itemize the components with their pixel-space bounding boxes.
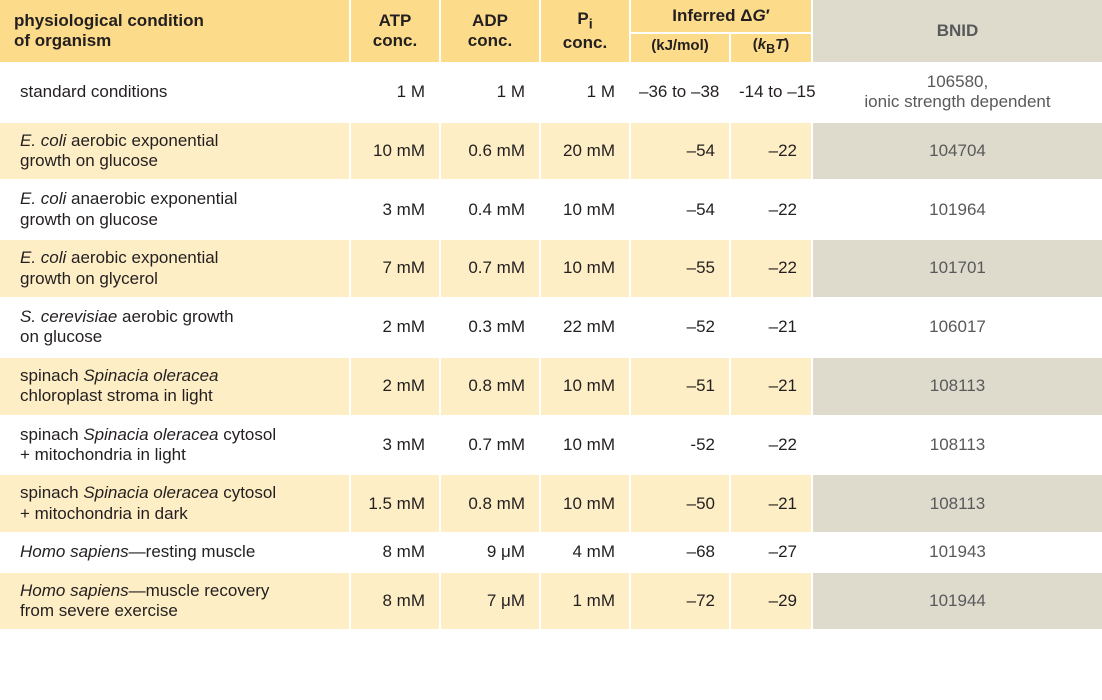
header-text: ATP bbox=[379, 11, 412, 30]
cell-atp: 2 mM bbox=[350, 298, 440, 357]
cell-condition: E. coli anaerobic exponentialgrowth on g… bbox=[0, 180, 350, 239]
cell-atp: 8 mM bbox=[350, 572, 440, 631]
cell-pi: 10 mM bbox=[540, 180, 630, 239]
cell-atp: 1 M bbox=[350, 63, 440, 122]
header-text: of organism bbox=[14, 31, 111, 50]
cell-kj: –54 bbox=[630, 180, 730, 239]
cell-bnid: 104704 bbox=[812, 122, 1102, 181]
cell-bnid: 101943 bbox=[812, 533, 1102, 571]
cell-atp: 2 mM bbox=[350, 357, 440, 416]
cell-pi: 10 mM bbox=[540, 357, 630, 416]
cell-adp: 0.3 mM bbox=[440, 298, 540, 357]
col-subheader-kbt: (kBT) bbox=[730, 33, 812, 63]
cell-adp: 7 μM bbox=[440, 572, 540, 631]
table-row: spinach Spinacia oleraceachloroplast str… bbox=[0, 357, 1102, 416]
cell-pi: 1 mM bbox=[540, 572, 630, 631]
cell-kbt: –22 bbox=[730, 416, 812, 475]
cell-pi: 10 mM bbox=[540, 239, 630, 298]
cell-bnid: 108113 bbox=[812, 357, 1102, 416]
cell-condition: S. cerevisiae aerobic growthon glucose bbox=[0, 298, 350, 357]
cell-bnid: 101944 bbox=[812, 572, 1102, 631]
cell-kj: –68 bbox=[630, 533, 730, 571]
cell-adp: 9 μM bbox=[440, 533, 540, 571]
cell-condition: spinach Spinacia oleracea cytosol+ mitoc… bbox=[0, 474, 350, 533]
cell-adp: 0.4 mM bbox=[440, 180, 540, 239]
table-head: physiological condition of organism ATP … bbox=[0, 0, 1102, 63]
cell-pi: 22 mM bbox=[540, 298, 630, 357]
cell-condition: spinach Spinacia oleraceachloroplast str… bbox=[0, 357, 350, 416]
cell-atp: 3 mM bbox=[350, 180, 440, 239]
cell-kbt: –27 bbox=[730, 533, 812, 571]
cell-kbt: –21 bbox=[730, 357, 812, 416]
cell-atp: 10 mM bbox=[350, 122, 440, 181]
cell-kbt: –21 bbox=[730, 474, 812, 533]
table-row: Homo sapiens—muscle recoveryfrom severe … bbox=[0, 572, 1102, 631]
cell-adp: 1 M bbox=[440, 63, 540, 122]
table-row: Homo sapiens—resting muscle8 mM9 μM4 mM–… bbox=[0, 533, 1102, 571]
table-row: S. cerevisiae aerobic growthon glucose2 … bbox=[0, 298, 1102, 357]
cell-condition: Homo sapiens—resting muscle bbox=[0, 533, 350, 571]
col-header-dg: Inferred ΔG′ bbox=[630, 0, 812, 33]
col-header-condition: physiological condition of organism bbox=[0, 0, 350, 63]
cell-kj: –54 bbox=[630, 122, 730, 181]
cell-kbt: -14 to –15 bbox=[730, 63, 812, 122]
cell-bnid: 101964 bbox=[812, 180, 1102, 239]
cell-condition: spinach Spinacia oleracea cytosol+ mitoc… bbox=[0, 416, 350, 475]
cell-kj: –72 bbox=[630, 572, 730, 631]
cell-bnid: 106017 bbox=[812, 298, 1102, 357]
cell-kbt: –21 bbox=[730, 298, 812, 357]
cell-bnid: 108113 bbox=[812, 416, 1102, 475]
cell-kj: –36 to –38 bbox=[630, 63, 730, 122]
cell-atp: 1.5 mM bbox=[350, 474, 440, 533]
cell-pi: 4 mM bbox=[540, 533, 630, 571]
cell-adp: 0.8 mM bbox=[440, 474, 540, 533]
header-text: conc. bbox=[373, 31, 417, 50]
cell-atp: 7 mM bbox=[350, 239, 440, 298]
table-row: E. coli aerobic exponentialgrowth on glu… bbox=[0, 122, 1102, 181]
col-header-atp: ATP conc. bbox=[350, 0, 440, 63]
cell-atp: 3 mM bbox=[350, 416, 440, 475]
atp-table: physiological condition of organism ATP … bbox=[0, 0, 1102, 631]
cell-adp: 0.8 mM bbox=[440, 357, 540, 416]
cell-kj: –55 bbox=[630, 239, 730, 298]
cell-kbt: –29 bbox=[730, 572, 812, 631]
header-text: physiological condition bbox=[14, 11, 204, 30]
cell-kj: –50 bbox=[630, 474, 730, 533]
table-row: E. coli anaerobic exponentialgrowth on g… bbox=[0, 180, 1102, 239]
table-row: standard conditions1 M1 M1 M–36 to –38-1… bbox=[0, 63, 1102, 122]
col-header-bnid: BNID bbox=[812, 0, 1102, 63]
cell-kj: -52 bbox=[630, 416, 730, 475]
col-header-pi: Piconc. bbox=[540, 0, 630, 63]
cell-condition: E. coli aerobic exponentialgrowth on glu… bbox=[0, 122, 350, 181]
cell-kbt: –22 bbox=[730, 239, 812, 298]
cell-adp: 0.6 mM bbox=[440, 122, 540, 181]
col-subheader-kj: (kJ/mol) bbox=[630, 33, 730, 63]
header-text: ADP bbox=[472, 11, 508, 30]
header-text: conc. bbox=[468, 31, 512, 50]
table-row: E. coli aerobic exponentialgrowth on gly… bbox=[0, 239, 1102, 298]
cell-pi: 20 mM bbox=[540, 122, 630, 181]
table-body: standard conditions1 M1 M1 M–36 to –38-1… bbox=[0, 63, 1102, 630]
cell-atp: 8 mM bbox=[350, 533, 440, 571]
cell-bnid: 106580,ionic strength dependent bbox=[812, 63, 1102, 122]
cell-adp: 0.7 mM bbox=[440, 416, 540, 475]
cell-condition: Homo sapiens—muscle recoveryfrom severe … bbox=[0, 572, 350, 631]
cell-pi: 10 mM bbox=[540, 416, 630, 475]
col-header-adp: ADP conc. bbox=[440, 0, 540, 63]
cell-bnid: 101701 bbox=[812, 239, 1102, 298]
cell-adp: 0.7 mM bbox=[440, 239, 540, 298]
table-container: physiological condition of organism ATP … bbox=[0, 0, 1102, 631]
cell-bnid: 108113 bbox=[812, 474, 1102, 533]
table-row: spinach Spinacia oleracea cytosol+ mitoc… bbox=[0, 416, 1102, 475]
cell-kj: –52 bbox=[630, 298, 730, 357]
cell-pi: 1 M bbox=[540, 63, 630, 122]
cell-kbt: –22 bbox=[730, 122, 812, 181]
cell-kbt: –22 bbox=[730, 180, 812, 239]
table-row: spinach Spinacia oleracea cytosol+ mitoc… bbox=[0, 474, 1102, 533]
cell-condition: standard conditions bbox=[0, 63, 350, 122]
cell-condition: E. coli aerobic exponentialgrowth on gly… bbox=[0, 239, 350, 298]
cell-pi: 10 mM bbox=[540, 474, 630, 533]
cell-kj: –51 bbox=[630, 357, 730, 416]
